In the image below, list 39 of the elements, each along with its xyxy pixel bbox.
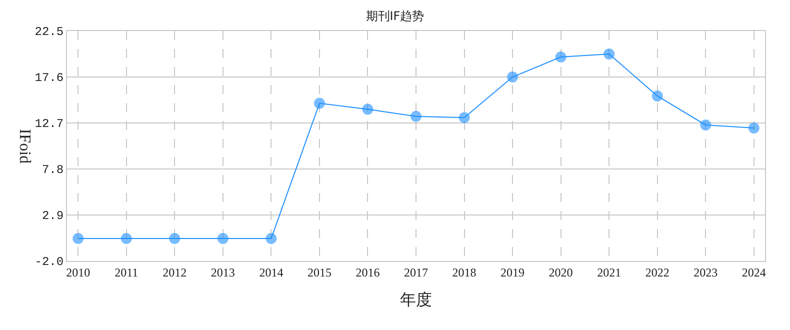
point	[507, 72, 518, 82]
x-tick-label: 2016	[356, 265, 380, 280]
x-tick-label: 2011	[114, 265, 138, 280]
y-tick-label: -2.0	[34, 255, 64, 270]
point	[266, 232, 277, 244]
point	[700, 119, 712, 130]
x-tick-label: 2024	[742, 265, 766, 280]
x-tick-label: 2019	[500, 265, 525, 280]
x-tick-label: 2022	[645, 265, 670, 280]
point	[748, 122, 760, 134]
point	[120, 232, 132, 244]
point	[458, 112, 470, 124]
y-tick-label: 2.9	[42, 209, 64, 224]
x-tick-label: 2014	[259, 265, 284, 280]
x-tick-label: 2020	[548, 265, 573, 280]
x-axis-title: 年度	[400, 291, 432, 310]
x-tick-label: 2012	[162, 265, 187, 280]
point	[604, 48, 615, 60]
x-tick-label: 2021	[597, 265, 622, 280]
x-tick-label: 2010	[66, 265, 90, 280]
point	[555, 52, 566, 62]
x-tick-label: 2013	[210, 265, 235, 280]
point	[217, 232, 228, 244]
y-tick-label: 7.8	[42, 163, 64, 178]
x-tick-label: 2015	[307, 265, 332, 280]
y-tick-label: 17.6	[34, 71, 64, 86]
point	[362, 104, 374, 115]
point	[410, 110, 422, 122]
y-tick-label: 22.5	[34, 25, 64, 40]
point	[652, 90, 663, 102]
chart-title: 期刊IF趋势	[366, 8, 424, 23]
point	[169, 232, 180, 244]
y-axis-title: IFoid	[16, 128, 34, 164]
x-tick-label: 2023	[694, 265, 718, 280]
x-tick-label: 2018	[452, 265, 476, 280]
y-tick-label: 12.7	[34, 117, 64, 132]
point	[72, 232, 84, 244]
x-tick-label: 2017	[404, 265, 428, 280]
point	[314, 98, 325, 109]
